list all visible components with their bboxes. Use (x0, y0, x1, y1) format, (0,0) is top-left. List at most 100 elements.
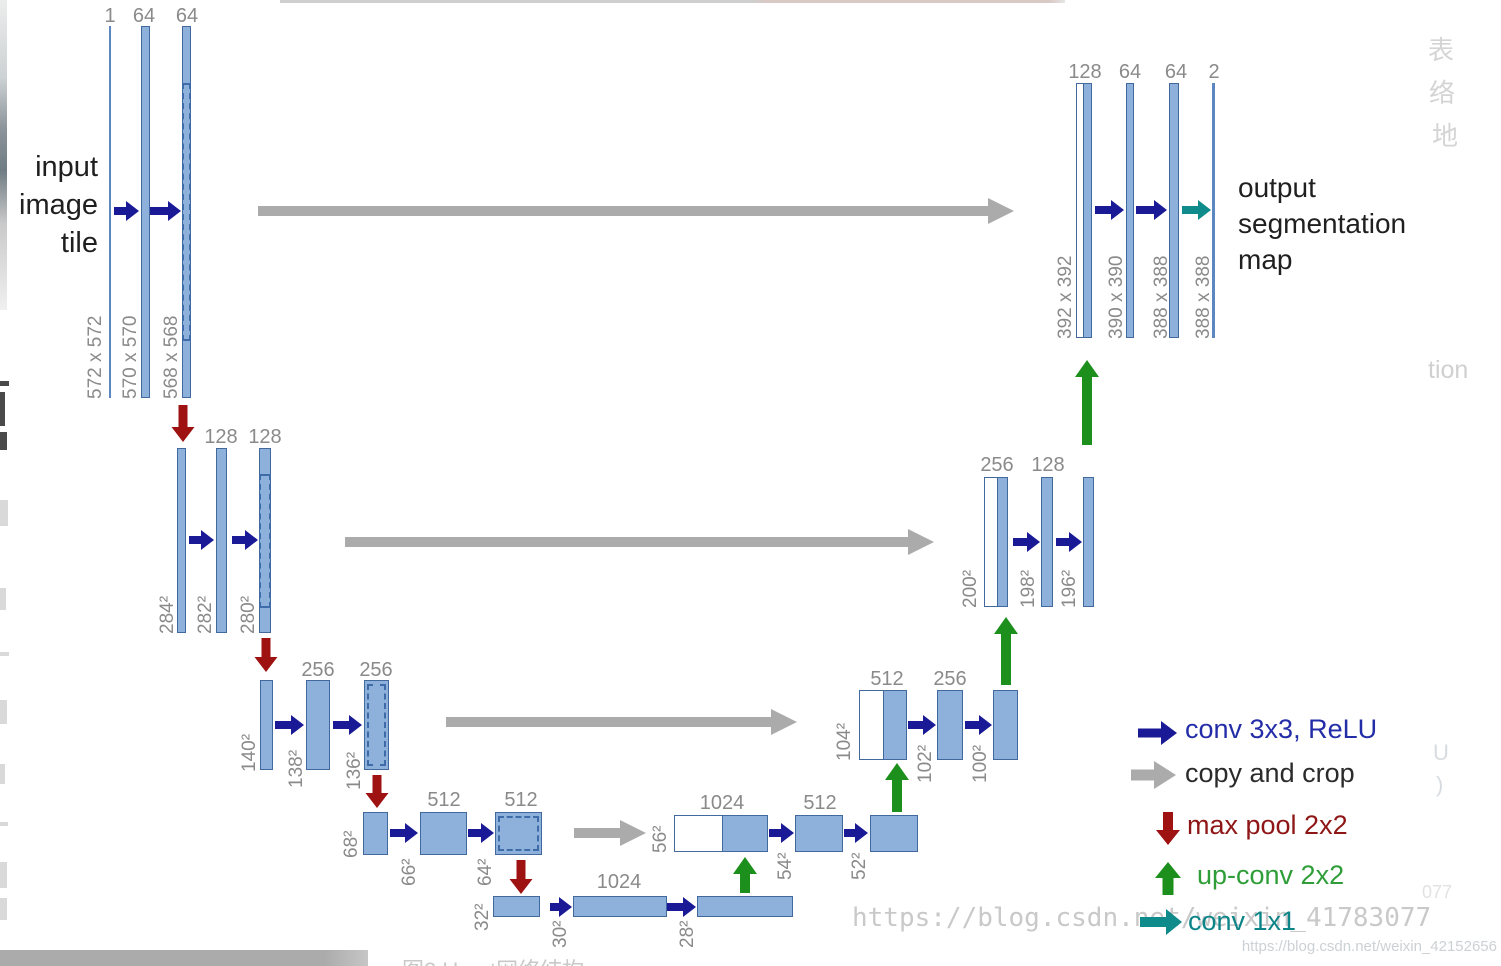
conv3x3-arrow (769, 823, 794, 843)
spatial-size-label: 200² (960, 569, 981, 608)
spatial-size-label: 280² (238, 595, 259, 634)
input-label-line: image (19, 189, 98, 221)
spatial-size-label: 102² (915, 744, 936, 783)
crop-dashed-outline (498, 816, 539, 851)
watermark-fragment-tion: tion (1428, 356, 1469, 384)
spatial-size-label: 140² (239, 733, 260, 772)
feature-map-bar-concat-decoder-level-3 (859, 690, 907, 760)
conv3x3-arrow (468, 823, 494, 843)
conv3x3-arrow (667, 897, 696, 917)
max-pool-arrow (254, 638, 278, 672)
channel-count-label: 512 (803, 792, 837, 814)
feature-map-bar-decoder-level-2 (1083, 477, 1094, 607)
feature-map-bar-encoder-level-4 (363, 812, 388, 855)
conv3x3-arrow (1095, 200, 1124, 220)
spatial-size-label: 28² (677, 920, 698, 948)
feature-map-bar-decoder-level-1 (1212, 83, 1215, 338)
feature-map-bar-encoder-level-3 (306, 680, 330, 770)
spatial-size-label: 138² (286, 749, 307, 788)
spatial-size-label: 32² (472, 903, 493, 931)
input-label-line: tile (60, 227, 98, 259)
left-edge-glyph-fragment (0, 898, 7, 920)
channel-count-label: 256 (301, 659, 335, 681)
legend-copy-crop-arrow (1131, 761, 1176, 789)
output-label-line: map (1238, 244, 1293, 275)
crop-dashed-outline (367, 684, 386, 766)
conv3x3-arrow (114, 201, 139, 221)
feature-map-bar-concat-decoder-level-2 (984, 477, 1008, 607)
legend-up-conv-label: up-conv 2x2 (1197, 860, 1345, 890)
spatial-size-label: 198² (1018, 569, 1039, 608)
output-label-line: segmentation (1238, 208, 1407, 239)
spatial-size-label: 392 x 392 (1055, 255, 1076, 339)
conv3x3-arrow (844, 823, 868, 843)
spatial-size-label: 284² (157, 595, 178, 634)
conv3x3-arrow (1013, 532, 1040, 552)
output-label-line: output (1238, 172, 1316, 203)
conv3x3-arrow (965, 715, 992, 735)
spatial-size-label: 388 x 388 (1193, 255, 1214, 339)
left-edge-glyph-fragment (0, 652, 9, 656)
output-segmentation-map-label: output segmentation map (1238, 170, 1406, 278)
channel-count-label: 256 (359, 659, 393, 681)
copy-crop-arrow (258, 198, 1014, 224)
feature-map-bar-decoder-level-3 (937, 690, 963, 760)
legend-max-pool-arrow (1156, 812, 1180, 845)
conv3x3-arrow (1136, 200, 1167, 220)
conv3x3-arrow (550, 897, 572, 917)
max-pool-arrow (365, 775, 389, 808)
legend-max-pool-label: max pool 2x2 (1187, 810, 1348, 840)
feature-map-bar-bottleneck (493, 896, 540, 917)
left-edge-image-sliver (0, 0, 7, 310)
channel-count-label: 64 (1118, 61, 1142, 83)
up-conv-arrow (1075, 360, 1099, 445)
cjk-watermark-char: 表 (1428, 35, 1455, 65)
watermark-url-large: https://blog.csdn.net/weixin_41783077 (852, 903, 1432, 933)
spatial-size-label: 136² (344, 751, 365, 790)
spatial-size-label: 68² (341, 830, 362, 858)
feature-map-bar-encoder-level-2 (259, 448, 271, 633)
spatial-size-label: 100² (970, 744, 991, 783)
watermark-fragment-number: 077 (1422, 882, 1453, 902)
channel-count-label: 1024 (699, 792, 745, 814)
copy-crop-arrow (446, 709, 797, 735)
left-edge-glyph-fragment (0, 822, 8, 826)
crop-dashed-outline (182, 83, 191, 341)
watermark-fragment-u: U (1433, 740, 1449, 765)
channel-count-label: 512 (870, 668, 904, 690)
spatial-size-label: 390 x 390 (1106, 255, 1127, 339)
watermark-fragment-paren: ) (1436, 772, 1444, 797)
channel-count-label: 128 (248, 426, 282, 448)
up-conv-arrow (733, 857, 757, 893)
feature-map-bar-decoder-level-4 (795, 815, 843, 852)
conv3x3-arrow (232, 530, 258, 550)
feature-map-bar-concat-decoder-level-4 (674, 815, 768, 852)
feature-map-bar-decoder-level-1 (1169, 83, 1179, 338)
channel-count-label: 128 (204, 426, 238, 448)
channel-count-label: 64 (132, 5, 156, 27)
spatial-size-label: 388 x 388 (1151, 255, 1172, 339)
left-edge-glyph-fragment (0, 500, 8, 526)
watermark-url-small: https://blog.csdn.net/weixin_42152656 (1241, 938, 1497, 955)
channel-count-label: 128 (1068, 61, 1102, 83)
channel-count-label: 512 (427, 789, 461, 811)
legend-conv3x3-arrow (1138, 721, 1177, 745)
copied-features-white-part (1077, 84, 1084, 337)
spatial-size-label: 572 x 572 (85, 315, 106, 399)
feature-map-bar-encoder-level-1 (109, 26, 111, 398)
left-edge-glyph-fragment (0, 432, 7, 450)
feature-map-bar-encoder-level-4 (495, 812, 542, 855)
left-edge-glyph-fragment (0, 700, 7, 724)
spatial-size-label: 104² (834, 722, 855, 761)
channel-count-label: 64 (175, 5, 199, 27)
spatial-size-label: 64² (475, 858, 496, 886)
crop-dashed-outline (259, 474, 271, 608)
figure-caption-clipped: 图2 U-net网络结构 (402, 953, 584, 966)
conv3x3-arrow (908, 715, 936, 735)
feature-map-bar-encoder-level-3 (260, 680, 273, 770)
legend-up-conv-arrow (1155, 862, 1181, 895)
feature-map-bar-encoder-level-2 (216, 448, 227, 633)
conv3x3-arrow (333, 715, 362, 735)
conv1x1-arrow (1182, 200, 1211, 220)
